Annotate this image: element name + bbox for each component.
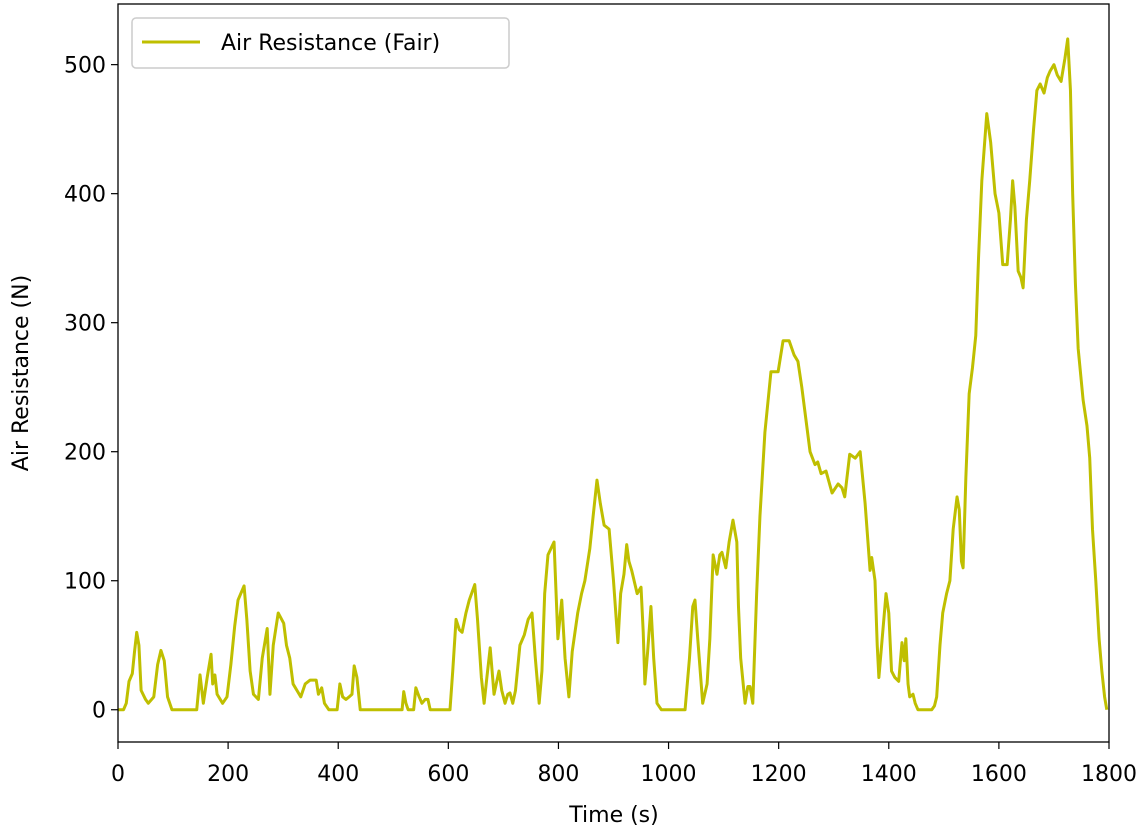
y-tick-label: 100 xyxy=(64,570,106,595)
x-tick-label: 600 xyxy=(427,762,469,787)
x-tick-label: 200 xyxy=(207,762,249,787)
y-tick-label: 0 xyxy=(92,699,106,724)
x-axis-label: Time (s) xyxy=(568,803,658,828)
legend-label: Air Resistance (Fair) xyxy=(221,31,440,56)
y-tick-label: 200 xyxy=(64,441,106,466)
plot-frame xyxy=(117,3,1110,743)
x-tick-label: 800 xyxy=(537,762,579,787)
x-tick-label: 1800 xyxy=(1081,762,1137,787)
x-tick-label: 0 xyxy=(111,762,125,787)
x-tick-label: 1200 xyxy=(751,762,807,787)
y-axis-label: Air Resistance (N) xyxy=(9,275,34,471)
y-tick-label: 400 xyxy=(64,183,106,208)
legend-box xyxy=(131,17,510,69)
x-tick-label: 1400 xyxy=(861,762,917,787)
x-tick-label: 400 xyxy=(317,762,359,787)
data-line xyxy=(118,37,1109,712)
y-tick-label: 300 xyxy=(64,312,106,337)
y-tick-label: 500 xyxy=(64,54,106,79)
x-tick-label: 1600 xyxy=(971,762,1027,787)
x-tick-label: 1000 xyxy=(641,762,697,787)
